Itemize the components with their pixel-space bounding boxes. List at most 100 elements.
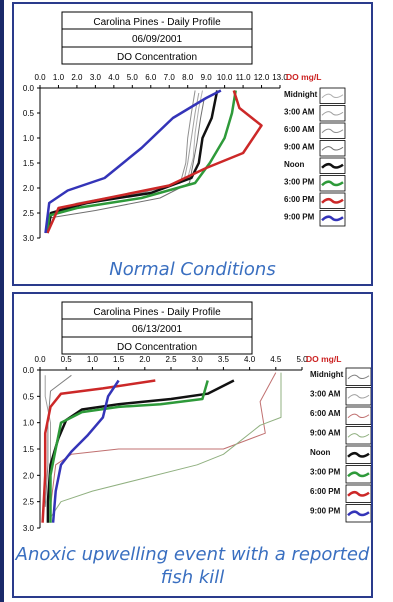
legend-swatch-line [347, 433, 370, 438]
legend-swatch-line [321, 197, 344, 204]
legend-swatch-line [347, 413, 370, 419]
legend-label: 9:00 AM [310, 429, 341, 438]
x-tick-label: 6.0 [145, 73, 157, 82]
legend-swatch-line [347, 394, 370, 399]
x-tick-label: 5.0 [296, 355, 308, 364]
x-tick-label: 2.5 [165, 355, 177, 364]
chart-title: Carolina Pines - Daily Profile [93, 307, 221, 318]
y-tick-label: 2.0 [23, 471, 35, 480]
title-box [61, 301, 253, 355]
series-line [44, 89, 222, 234]
x-tick-label: 4.0 [244, 355, 256, 364]
title-box [61, 11, 253, 65]
x-tick-label: 10.0 [217, 73, 233, 82]
legend-swatch-line [321, 93, 344, 99]
left-border-bar [0, 0, 4, 602]
x-tick-label: 7.0 [164, 73, 176, 82]
legend-label: Noon [284, 160, 305, 169]
legend-label: 3:00 PM [310, 468, 341, 477]
legend-label: 6:00 PM [284, 195, 315, 204]
legend-swatch-line [347, 490, 370, 497]
x-tick-label: 8.0 [182, 73, 194, 82]
chart-date: 06/09/2001 [132, 34, 182, 45]
y-tick-label: 2.0 [23, 184, 35, 193]
series-line [46, 90, 237, 234]
series-line [46, 379, 235, 523]
y-tick-label: 0.5 [23, 392, 35, 401]
legend-label: 6:00 AM [310, 409, 341, 418]
legend-label: Midnight [284, 90, 318, 99]
x-tick-label: 1.5 [113, 355, 125, 364]
chart-panel-anoxic: Carolina Pines - Daily Profile 06/13/2001… [12, 292, 373, 598]
y-tick-label: 0.5 [23, 109, 35, 118]
x-tick-label: 13.0 [272, 73, 288, 82]
series-line [49, 380, 209, 523]
legend-label: Noon [310, 448, 331, 457]
legend-label: 9:00 AM [284, 143, 315, 152]
legend-swatch-line [321, 215, 344, 222]
x-tick-label: 9.0 [201, 73, 213, 82]
legend-label: 3:00 PM [284, 178, 315, 187]
x-tick-label: 4.0 [108, 73, 120, 82]
y-tick-label: 3.0 [23, 524, 35, 533]
legend-swatch-line [321, 128, 344, 134]
legend-swatch-line [347, 510, 370, 517]
y-tick-label: 1.5 [23, 445, 35, 454]
y-tick-label: 3.0 [23, 234, 35, 243]
legend-label: 6:00 AM [284, 125, 315, 134]
legend-label: Midnight [310, 370, 344, 379]
y-tick-label: 0.0 [23, 84, 35, 93]
x-unit-label: DO mg/L [306, 354, 341, 364]
x-tick-label: 0.5 [61, 355, 73, 364]
x-tick-label: 3.0 [192, 355, 204, 364]
chart-anoxic-upwelling: Carolina Pines - Daily Profile 06/13/2001… [23, 301, 371, 533]
x-tick-label: 11.0 [236, 73, 252, 82]
x-tick-label: 2.0 [139, 355, 151, 364]
series-line [51, 379, 120, 523]
legend-label: 9:00 PM [310, 507, 341, 516]
x-tick-label: 3.5 [218, 355, 230, 364]
legend-label: 3:00 AM [310, 390, 341, 399]
x-tick-label: 4.5 [270, 355, 282, 364]
y-tick-label: 1.0 [23, 134, 35, 143]
x-tick-label: 12.0 [254, 73, 270, 82]
chart-panel-normal: Carolina Pines - Daily Profile 06/09/2001… [12, 2, 373, 286]
x-tick-label: 2.0 [71, 73, 83, 82]
series-line [41, 379, 156, 523]
legend-swatch-line [321, 111, 344, 116]
chart-normal-conditions: Carolina Pines - Daily Profile 06/09/2001… [23, 11, 346, 243]
legend-label: 3:00 AM [284, 108, 315, 117]
y-tick-label: 2.5 [23, 498, 35, 507]
chart-subtitle: DO Concentration [117, 52, 197, 63]
y-tick-label: 2.5 [23, 209, 35, 218]
x-tick-label: 0.0 [34, 73, 46, 82]
y-tick-label: 0.0 [23, 366, 35, 375]
legend-swatch-line [347, 451, 370, 458]
series-line [46, 90, 219, 234]
legend-swatch-line [347, 471, 370, 478]
x-tick-label: 1.0 [87, 355, 99, 364]
x-tick-label: 0.0 [34, 355, 46, 364]
legend-label: 6:00 PM [310, 487, 341, 496]
legend-swatch-line [347, 374, 370, 380]
series-line [46, 90, 263, 234]
series-line [50, 372, 277, 507]
chart-title: Carolina Pines - Daily Profile [93, 17, 221, 28]
chart-date: 06/13/2001 [132, 324, 182, 335]
y-tick-label: 1.0 [23, 419, 35, 428]
chart-caption: Anoxic upwelling event with a reported f… [15, 544, 370, 588]
legend-label: 9:00 PM [284, 213, 315, 222]
x-tick-label: 3.0 [90, 73, 102, 82]
y-tick-label: 1.5 [23, 159, 35, 168]
chart-subtitle: DO Concentration [117, 342, 197, 353]
legend-swatch-line [321, 146, 344, 151]
x-tick-label: 5.0 [127, 73, 139, 82]
series-line [45, 97, 205, 234]
x-unit-label: DO mg/L [286, 72, 321, 82]
x-tick-label: 1.0 [53, 73, 65, 82]
chart-caption: Normal Conditions [109, 259, 276, 280]
legend-swatch-line [321, 180, 344, 187]
series-line [50, 372, 282, 518]
legend-swatch-line [321, 162, 344, 169]
